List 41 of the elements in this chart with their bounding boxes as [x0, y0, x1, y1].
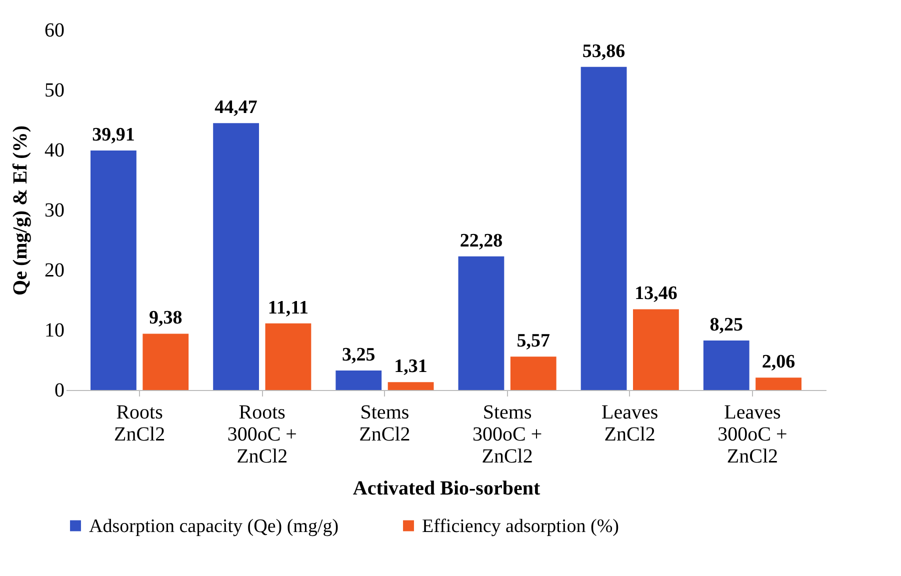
y-tick-label: 60 [44, 20, 64, 42]
data-label: 1,31 [394, 356, 428, 378]
x-tick-label: Leaves ZnCl2 [602, 402, 658, 446]
bar [90, 150, 136, 390]
x-tick-label: Stems 300oC + ZnCl2 [472, 402, 542, 468]
data-label: 11,11 [268, 297, 309, 318]
data-label: 22,28 [460, 230, 503, 252]
y-tick-label: 50 [44, 80, 64, 102]
x-tick-label: Roots ZnCl2 [114, 402, 166, 446]
bar [265, 323, 312, 390]
y-tick-label: 0 [54, 380, 64, 402]
data-label: 39,91 [92, 124, 135, 146]
y-tick-label: 20 [44, 260, 64, 282]
y-tick-label: 10 [44, 320, 64, 342]
data-label: 8,25 [710, 314, 743, 336]
bar [580, 66, 627, 390]
y-axis-title: Qe (mg/g) & Ef (%) [10, 126, 32, 296]
bar [213, 123, 259, 390]
x-tick-label: Leaves 300oC + ZnCl2 [718, 402, 788, 468]
bar [458, 256, 504, 390]
data-label: 5,57 [516, 330, 550, 352]
bar [756, 378, 802, 390]
data-label: 13,46 [634, 283, 678, 304]
bar [633, 309, 679, 390]
y-tick-label: 40 [44, 140, 64, 162]
bar [142, 334, 189, 390]
x-axis-title: Activated Bio-sorbent [352, 478, 540, 500]
data-label: 2,06 [762, 352, 796, 373]
data-label: 3,25 [342, 344, 376, 366]
x-tick-label: Stems ZnCl2 [359, 402, 410, 446]
bar [388, 382, 434, 390]
legend-label: Efficiency adsorption (%) [422, 516, 619, 537]
data-label: 9,38 [149, 308, 182, 329]
y-tick-label: 30 [44, 200, 64, 222]
data-label: 53,86 [582, 40, 626, 62]
bar [336, 370, 382, 390]
bar [510, 356, 556, 390]
legend-label: Adsorption capacity (Qe) (mg/g) [89, 516, 339, 537]
bar [703, 340, 750, 390]
x-tick-label: Roots 300oC + ZnCl2 [227, 402, 297, 468]
data-label: 44,47 [214, 97, 258, 118]
